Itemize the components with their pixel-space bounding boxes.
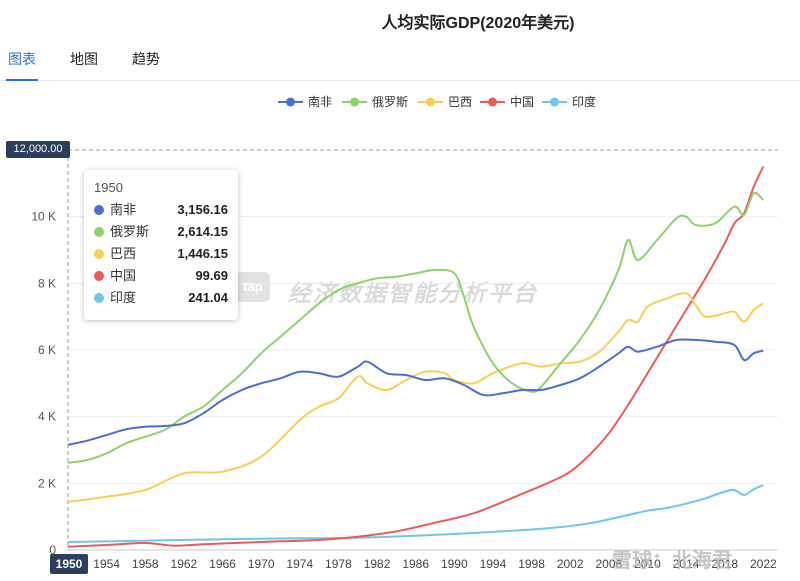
tab-trend[interactable]: 趋势 [132,51,160,67]
x-tick-label: 1998 [518,557,545,571]
tooltip-row-china: 中国 99.69 [94,265,228,287]
tooltip-series-value: 1,446.15 [177,246,228,261]
series-dot-icon [94,227,104,237]
legend-marker-india [542,97,567,107]
legend-label: 印度 [572,95,597,109]
series-dot-icon [94,293,104,303]
tooltip-series-name: 巴西 [110,246,137,261]
legend-marker-brazil [418,97,443,107]
tooltip-series-name: 印度 [110,290,137,305]
series-dot-icon [94,249,104,259]
tooltip-year: 1950 [94,180,123,195]
legend-marker-russia [342,97,367,107]
y-tick-label: 10 K [31,210,56,224]
series-line-south-africa [67,338,764,446]
x-tick-label: 1994 [480,557,507,571]
y-tick-label: 4 K [38,410,56,424]
legend-label: 巴西 [448,95,473,109]
x-tick-label: 1962 [171,557,198,571]
tooltip-series-value: 241.04 [188,290,228,305]
x-tick-label: 2006 [595,557,622,571]
x-tick-label: 2018 [711,557,738,571]
legend-label: 中国 [510,95,535,109]
x-tick-label: 1966 [209,557,236,571]
tooltip-series-value: 3,156.16 [177,202,228,217]
x-tick-label: 2022 [750,557,777,571]
tooltip-row-russia: 俄罗斯 2,614.15 [94,221,228,243]
y-axis-pointer-label: 12,000.00 [6,141,70,158]
series-line-brazil [67,292,764,503]
x-tick-label: 1990 [441,557,468,571]
y-tick-label: 0 [49,543,56,557]
data-tooltip: 1950 南非 3,156.16 俄罗斯 2,614.15 巴西 1,446.1… [84,170,238,320]
x-tick-label: 1958 [132,557,159,571]
x-tick-label: 1978 [325,557,352,571]
tooltip-row-south-africa: 南非 3,156.16 [94,199,228,221]
tooltip-series-value: 99.69 [195,268,228,283]
tab-map[interactable]: 地图 [70,51,98,67]
y-tick-label: 6 K [38,343,56,357]
corner-watermark: 雪球：北海君 [612,550,732,572]
x-tick-label: 2002 [557,557,584,571]
tooltip-series-name: 中国 [110,268,137,283]
y-tick-label: 2 K [38,476,56,490]
legend-marker-south-africa [278,97,303,107]
legend-label: 南非 [308,95,333,109]
tooltip-series-name: 南非 [110,202,137,217]
legend-marker-china [480,97,505,107]
view-tabs: 图表 地图 趋势 [0,50,800,81]
x-tick-label: 1974 [286,557,313,571]
tooltip-row-india: 印度 241.04 [94,287,228,309]
y-tick-label: 8 K [38,276,56,290]
x-tick-label: 1970 [248,557,275,571]
x-tick-label: 2014 [673,557,700,571]
series-line-russia [67,191,764,464]
legend-label: 俄罗斯 [372,95,409,109]
x-tick-label: 1954 [93,557,120,571]
x-tick-label: 2010 [634,557,661,571]
tooltip-series-value: 2,614.15 [177,224,228,239]
series-line-china [67,166,765,548]
series-line-india [67,484,764,543]
tooltip-row-brazil: 巴西 1,446.15 [94,243,228,265]
x-tick-label: 1986 [402,557,429,571]
series-dot-icon [94,205,104,215]
tooltip-series-name: 俄罗斯 [110,224,150,239]
watermark-text: 经济数据智能分析平台 [288,280,538,306]
tab-chart[interactable]: 图表 [6,50,38,81]
series-dot-icon [94,271,104,281]
watermark-logo-icon: tap [236,272,270,302]
x-axis-pointer-label: 1950 [50,554,88,574]
x-tick-label: 1982 [364,557,391,571]
chart-title: 人均实际GDP(2020年美元) [381,15,575,32]
